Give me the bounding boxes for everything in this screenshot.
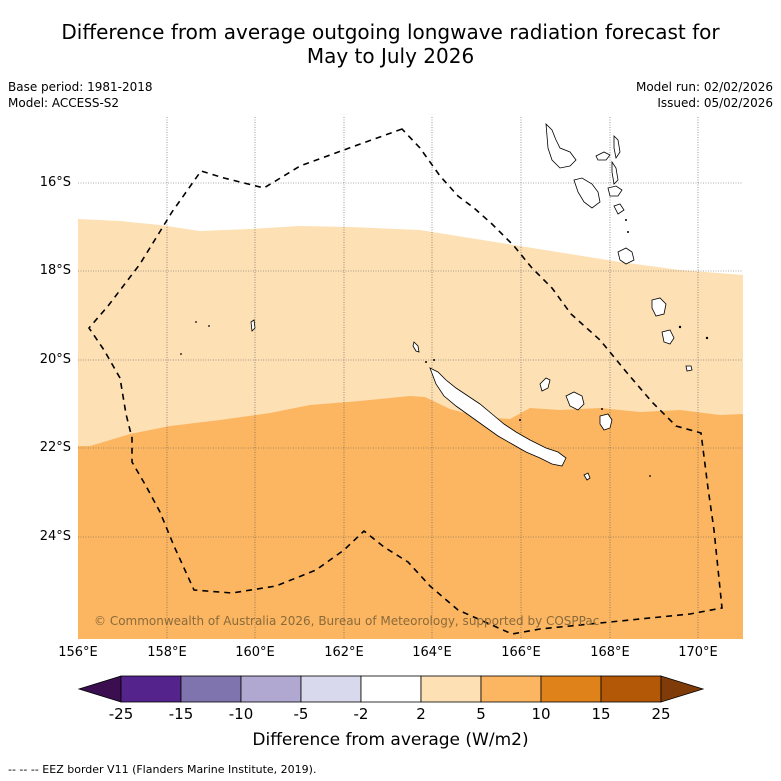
epi	[613, 203, 625, 215]
ambae	[595, 151, 611, 161]
colorbar-label: Difference from average (W/m2)	[252, 730, 529, 750]
anomaly-band-5-10	[78, 396, 743, 639]
isle-of-pines	[583, 472, 591, 481]
lifou	[565, 391, 585, 411]
tanna	[661, 329, 675, 345]
meta-right: Model run: 02/02/2026 Issued: 05/02/2026	[636, 79, 773, 111]
colorbar-bin	[480, 675, 542, 703]
lat-label-18s: 18°S	[39, 263, 71, 278]
lon-label-156e: 156°E	[58, 645, 98, 660]
lat-label-24s: 24°S	[39, 529, 71, 544]
eez-legend-note: -- -- -- EEZ border V11 (Flanders Marine…	[8, 763, 317, 776]
lon-label-164e: 164°E	[412, 645, 452, 660]
lon-label-168e: 168°E	[590, 645, 630, 660]
coastlines	[250, 122, 693, 481]
gridlines	[78, 117, 743, 639]
malakula	[573, 177, 601, 209]
lon-label-160e: 160°E	[235, 645, 275, 660]
lon-label-170e: 170°E	[678, 645, 718, 660]
base-period-text: Base period: 1981-2018	[8, 80, 153, 94]
colorbar-bin	[540, 675, 602, 703]
lat-label-20s: 20°S	[39, 352, 71, 367]
colorbar-bin	[300, 675, 362, 703]
map-title-line-1: Difference from average outgoing longwav…	[61, 20, 720, 44]
colorbar-tick-label: 25	[651, 705, 671, 723]
colorbar-bin	[600, 675, 662, 703]
colorbar-bin	[420, 675, 482, 703]
colorbar-tick-label: -15	[168, 705, 194, 723]
eez-border	[87, 128, 723, 635]
aneityum	[685, 365, 693, 372]
lon-label-162e: 162°E	[324, 645, 364, 660]
ambrym	[607, 185, 623, 197]
issued-text: Issued: 05/02/2026	[657, 96, 773, 110]
meta-left: Base period: 1981-2018 Model: ACCESS-S2	[8, 79, 153, 111]
pentecost	[611, 160, 619, 185]
erromango	[651, 297, 667, 317]
colorbar-extend-high	[660, 675, 705, 703]
model-text: Model: ACCESS-S2	[8, 96, 120, 110]
colorbar-tick-label: 2	[416, 705, 426, 723]
colorbar-bin	[240, 675, 302, 703]
lon-label-166e: 166°E	[501, 645, 541, 660]
colorbar-tick-label: 5	[476, 705, 486, 723]
colorbar	[77, 675, 705, 703]
colorbar-tick-label: -10	[228, 705, 254, 723]
colorbar-bin	[360, 675, 422, 703]
new-caledonia-grande-terre	[429, 367, 567, 467]
espiritu-santo	[545, 122, 577, 169]
lat-label-22s: 22°S	[39, 440, 71, 455]
ouvea	[539, 377, 551, 392]
colorbar-tick-label: -25	[108, 705, 134, 723]
small-islets	[180, 219, 709, 477]
colorbar-bin	[180, 675, 242, 703]
lon-label-158e: 158°E	[147, 645, 187, 660]
belep-islands	[412, 341, 420, 353]
map-title-line-2: May to July 2026	[306, 44, 475, 68]
maewo	[613, 135, 621, 160]
colorbar-tick-label: -5	[293, 705, 309, 723]
copyright-credit: © Commonwealth of Australia 2026, Bureau…	[94, 614, 600, 628]
colorbar-bin	[120, 675, 182, 703]
colorbar-tick-label: 10	[531, 705, 551, 723]
colorbar-tick-label: -2	[353, 705, 369, 723]
colorbar-tick-label: 15	[591, 705, 611, 723]
efate	[617, 247, 635, 265]
colorbar-extend-low	[77, 675, 122, 703]
lat-label-16s: 16°S	[39, 175, 71, 190]
model-run-text: Model run: 02/02/2026	[635, 80, 773, 94]
chesterfield-islet	[250, 319, 256, 332]
mare	[599, 413, 613, 431]
